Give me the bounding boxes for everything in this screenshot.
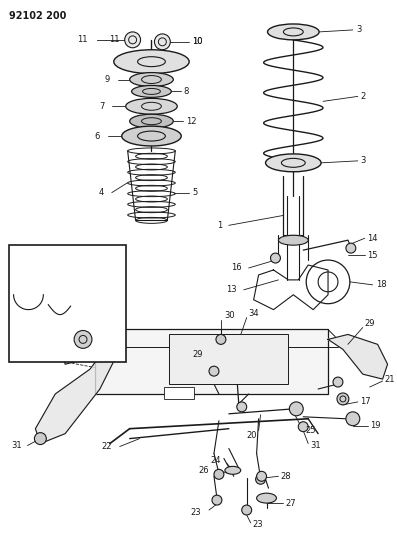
Text: 18: 18 <box>21 262 30 271</box>
Text: 1: 1 <box>217 221 222 230</box>
Text: 7: 7 <box>100 102 105 111</box>
Ellipse shape <box>114 50 189 74</box>
Text: 3: 3 <box>356 26 361 35</box>
Text: 11: 11 <box>77 35 88 44</box>
Text: 13: 13 <box>226 285 237 294</box>
Text: 28: 28 <box>280 472 291 481</box>
Polygon shape <box>60 332 95 364</box>
Text: 33: 33 <box>63 345 73 354</box>
Ellipse shape <box>333 377 343 387</box>
Text: 19: 19 <box>370 421 380 430</box>
Ellipse shape <box>289 402 303 416</box>
Text: 29: 29 <box>365 319 375 328</box>
Ellipse shape <box>256 493 276 503</box>
Text: 23: 23 <box>252 520 263 529</box>
Text: 22: 22 <box>101 442 112 451</box>
Ellipse shape <box>130 114 173 128</box>
Text: 26: 26 <box>198 466 209 475</box>
Text: 23: 23 <box>191 507 201 516</box>
Text: 24: 24 <box>210 456 221 465</box>
Ellipse shape <box>130 72 173 86</box>
Ellipse shape <box>214 470 224 479</box>
Bar <box>164 387 194 399</box>
Bar <box>170 334 288 384</box>
Ellipse shape <box>237 402 247 412</box>
Ellipse shape <box>270 253 280 263</box>
Ellipse shape <box>256 474 266 484</box>
Text: 21: 21 <box>385 375 395 384</box>
Ellipse shape <box>346 412 360 426</box>
Ellipse shape <box>35 433 46 445</box>
Text: 10: 10 <box>192 37 202 46</box>
Polygon shape <box>328 334 387 379</box>
Text: 31: 31 <box>11 441 21 450</box>
Ellipse shape <box>242 505 252 515</box>
Text: 29: 29 <box>193 350 203 359</box>
Text: 15: 15 <box>367 251 377 260</box>
Text: REF: REF <box>173 391 185 397</box>
Ellipse shape <box>298 422 308 432</box>
Text: 12: 12 <box>186 117 197 126</box>
Polygon shape <box>35 349 115 443</box>
Text: 32: 32 <box>13 288 23 297</box>
Ellipse shape <box>209 366 219 376</box>
Bar <box>9 245 126 362</box>
Text: 2: 2 <box>361 92 366 101</box>
Text: 11: 11 <box>109 35 119 44</box>
Ellipse shape <box>132 85 172 98</box>
Text: 5: 5 <box>192 188 197 197</box>
Text: 3: 3 <box>361 156 366 165</box>
Text: 25: 25 <box>305 426 316 435</box>
Ellipse shape <box>278 235 308 245</box>
Text: 20: 20 <box>246 431 256 440</box>
Bar <box>95 329 328 394</box>
Text: 10: 10 <box>192 37 202 46</box>
Ellipse shape <box>74 330 92 349</box>
Ellipse shape <box>126 99 177 114</box>
Ellipse shape <box>212 495 222 505</box>
Text: 92102 200: 92102 200 <box>9 11 66 21</box>
Text: 27: 27 <box>285 498 296 507</box>
Text: 9: 9 <box>104 75 110 84</box>
Text: 14: 14 <box>367 234 377 243</box>
Text: 17: 17 <box>360 398 370 406</box>
Ellipse shape <box>346 243 356 253</box>
Text: 34: 34 <box>249 309 259 318</box>
Ellipse shape <box>268 24 319 40</box>
Ellipse shape <box>216 334 226 344</box>
Ellipse shape <box>256 471 266 481</box>
Text: 18: 18 <box>376 280 386 289</box>
Text: 30: 30 <box>224 311 235 320</box>
Text: 4: 4 <box>98 188 104 197</box>
Ellipse shape <box>154 34 170 50</box>
Text: 31: 31 <box>310 441 321 450</box>
Ellipse shape <box>225 466 241 474</box>
Text: 16: 16 <box>231 263 242 272</box>
Text: 8: 8 <box>183 87 189 96</box>
Ellipse shape <box>122 126 181 146</box>
Ellipse shape <box>125 32 141 48</box>
Ellipse shape <box>337 393 349 405</box>
Text: 6: 6 <box>94 132 100 141</box>
Ellipse shape <box>266 154 321 172</box>
